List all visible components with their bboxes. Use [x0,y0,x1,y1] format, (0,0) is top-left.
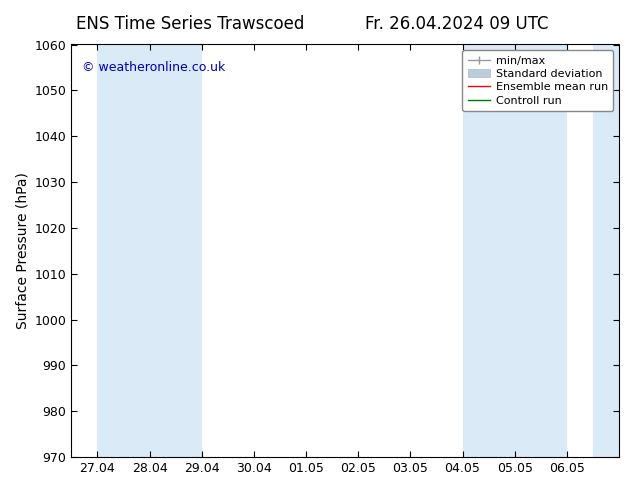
Bar [150,45,202,457]
Bar [463,45,515,457]
Text: ENS Time Series Trawscoed: ENS Time Series Trawscoed [76,15,304,33]
Text: © weatheronline.co.uk: © weatheronline.co.uk [82,61,226,74]
Bar [593,45,624,457]
Text: Fr. 26.04.2024 09 UTC: Fr. 26.04.2024 09 UTC [365,15,548,33]
Legend: min/max, Standard deviation, Ensemble mean run, Controll run: min/max, Standard deviation, Ensemble me… [462,50,614,111]
Y-axis label: Surface Pressure (hPa): Surface Pressure (hPa) [15,172,29,329]
Bar [98,45,150,457]
Bar [515,45,567,457]
